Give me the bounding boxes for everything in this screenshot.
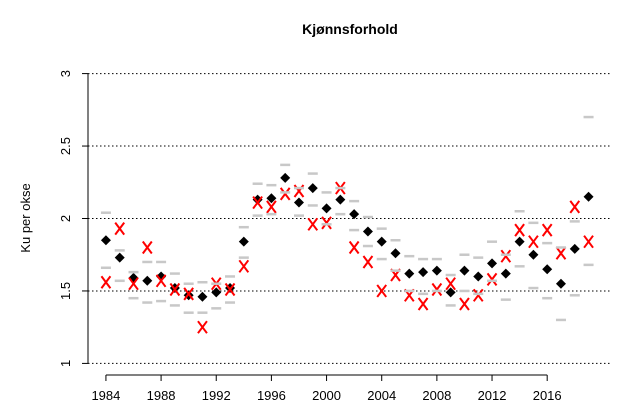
observed-point xyxy=(583,235,594,249)
observed-point xyxy=(321,216,332,230)
estimate-point xyxy=(266,193,277,204)
estimate-point xyxy=(404,268,415,279)
x-tick-label: 1996 xyxy=(257,388,286,403)
observed-point xyxy=(431,282,443,297)
estimate-point xyxy=(431,265,442,276)
estimate-point xyxy=(307,183,318,194)
observed-point xyxy=(252,195,263,210)
observed-point xyxy=(376,284,388,298)
observed-point xyxy=(362,255,374,269)
observed-point xyxy=(514,223,525,237)
estimate-point xyxy=(238,236,249,247)
observed-point xyxy=(183,287,194,301)
estimate-point xyxy=(376,236,387,247)
estimate-point xyxy=(445,287,456,298)
observed-point xyxy=(500,249,512,263)
observed-point xyxy=(459,297,470,311)
observed-point xyxy=(417,297,429,311)
estimate-point xyxy=(390,248,401,259)
y-tick-label: 1 xyxy=(58,360,73,367)
observed-point xyxy=(224,282,236,297)
observed-point xyxy=(141,240,153,255)
estimate-point xyxy=(293,197,304,208)
observed-point xyxy=(279,187,291,201)
estimate-point xyxy=(569,243,580,254)
observed-point xyxy=(569,200,581,214)
observed-point xyxy=(541,223,553,237)
observed-point xyxy=(472,288,484,302)
estimate-point xyxy=(197,291,208,302)
estimate-point xyxy=(542,264,553,275)
estimate-point xyxy=(418,267,429,278)
estimate-point xyxy=(321,203,332,214)
observed-point xyxy=(169,282,181,297)
y-tick-label: 1.5 xyxy=(58,282,73,300)
observed-point xyxy=(528,235,539,249)
observed-point xyxy=(486,272,498,286)
estimate-point xyxy=(555,278,566,289)
x-tick-label: 1984 xyxy=(91,388,120,403)
estimate-point xyxy=(487,258,498,269)
y-tick-label: 2.5 xyxy=(58,137,73,155)
observed-point xyxy=(555,246,567,260)
x-tick-label: 2012 xyxy=(478,388,507,403)
observed-point xyxy=(266,200,277,214)
estimate-point xyxy=(473,271,484,282)
estimate-point xyxy=(100,235,111,246)
x-tick-label: 2008 xyxy=(422,388,451,403)
estimate-point xyxy=(459,265,470,276)
estimate-point xyxy=(114,252,125,263)
chart-title: Kjønnsforhold xyxy=(302,21,398,37)
observed-point xyxy=(100,275,112,289)
estimate-point xyxy=(362,226,373,237)
observed-point xyxy=(155,274,167,288)
estimate-point xyxy=(528,249,539,260)
observed-point xyxy=(293,184,305,198)
x-tick-label: 2016 xyxy=(533,388,562,403)
x-tick-label: 1992 xyxy=(202,388,231,403)
observed-point xyxy=(128,277,139,291)
x-tick-label: 2000 xyxy=(312,388,341,403)
estimate-point xyxy=(211,287,222,298)
observed-point xyxy=(445,277,456,291)
observed-point xyxy=(114,222,126,236)
estimate-point xyxy=(252,194,263,205)
observed-point xyxy=(348,240,360,255)
observed-point xyxy=(197,320,208,334)
estimate-point xyxy=(280,172,291,183)
observed-point xyxy=(238,259,250,273)
estimate-point xyxy=(335,194,346,205)
estimate-point xyxy=(514,236,525,247)
observed-point xyxy=(307,217,319,231)
x-tick-label: 1988 xyxy=(147,388,176,403)
y-tick-label: 2 xyxy=(58,215,73,222)
y-tick-label: 3 xyxy=(58,70,73,77)
y-axis-label: Ku per okse xyxy=(18,183,33,252)
estimate-point xyxy=(142,275,153,286)
x-tick-label: 2004 xyxy=(367,388,396,403)
estimate-point xyxy=(583,191,594,202)
estimate-point xyxy=(349,209,360,220)
estimate-point xyxy=(500,268,511,279)
